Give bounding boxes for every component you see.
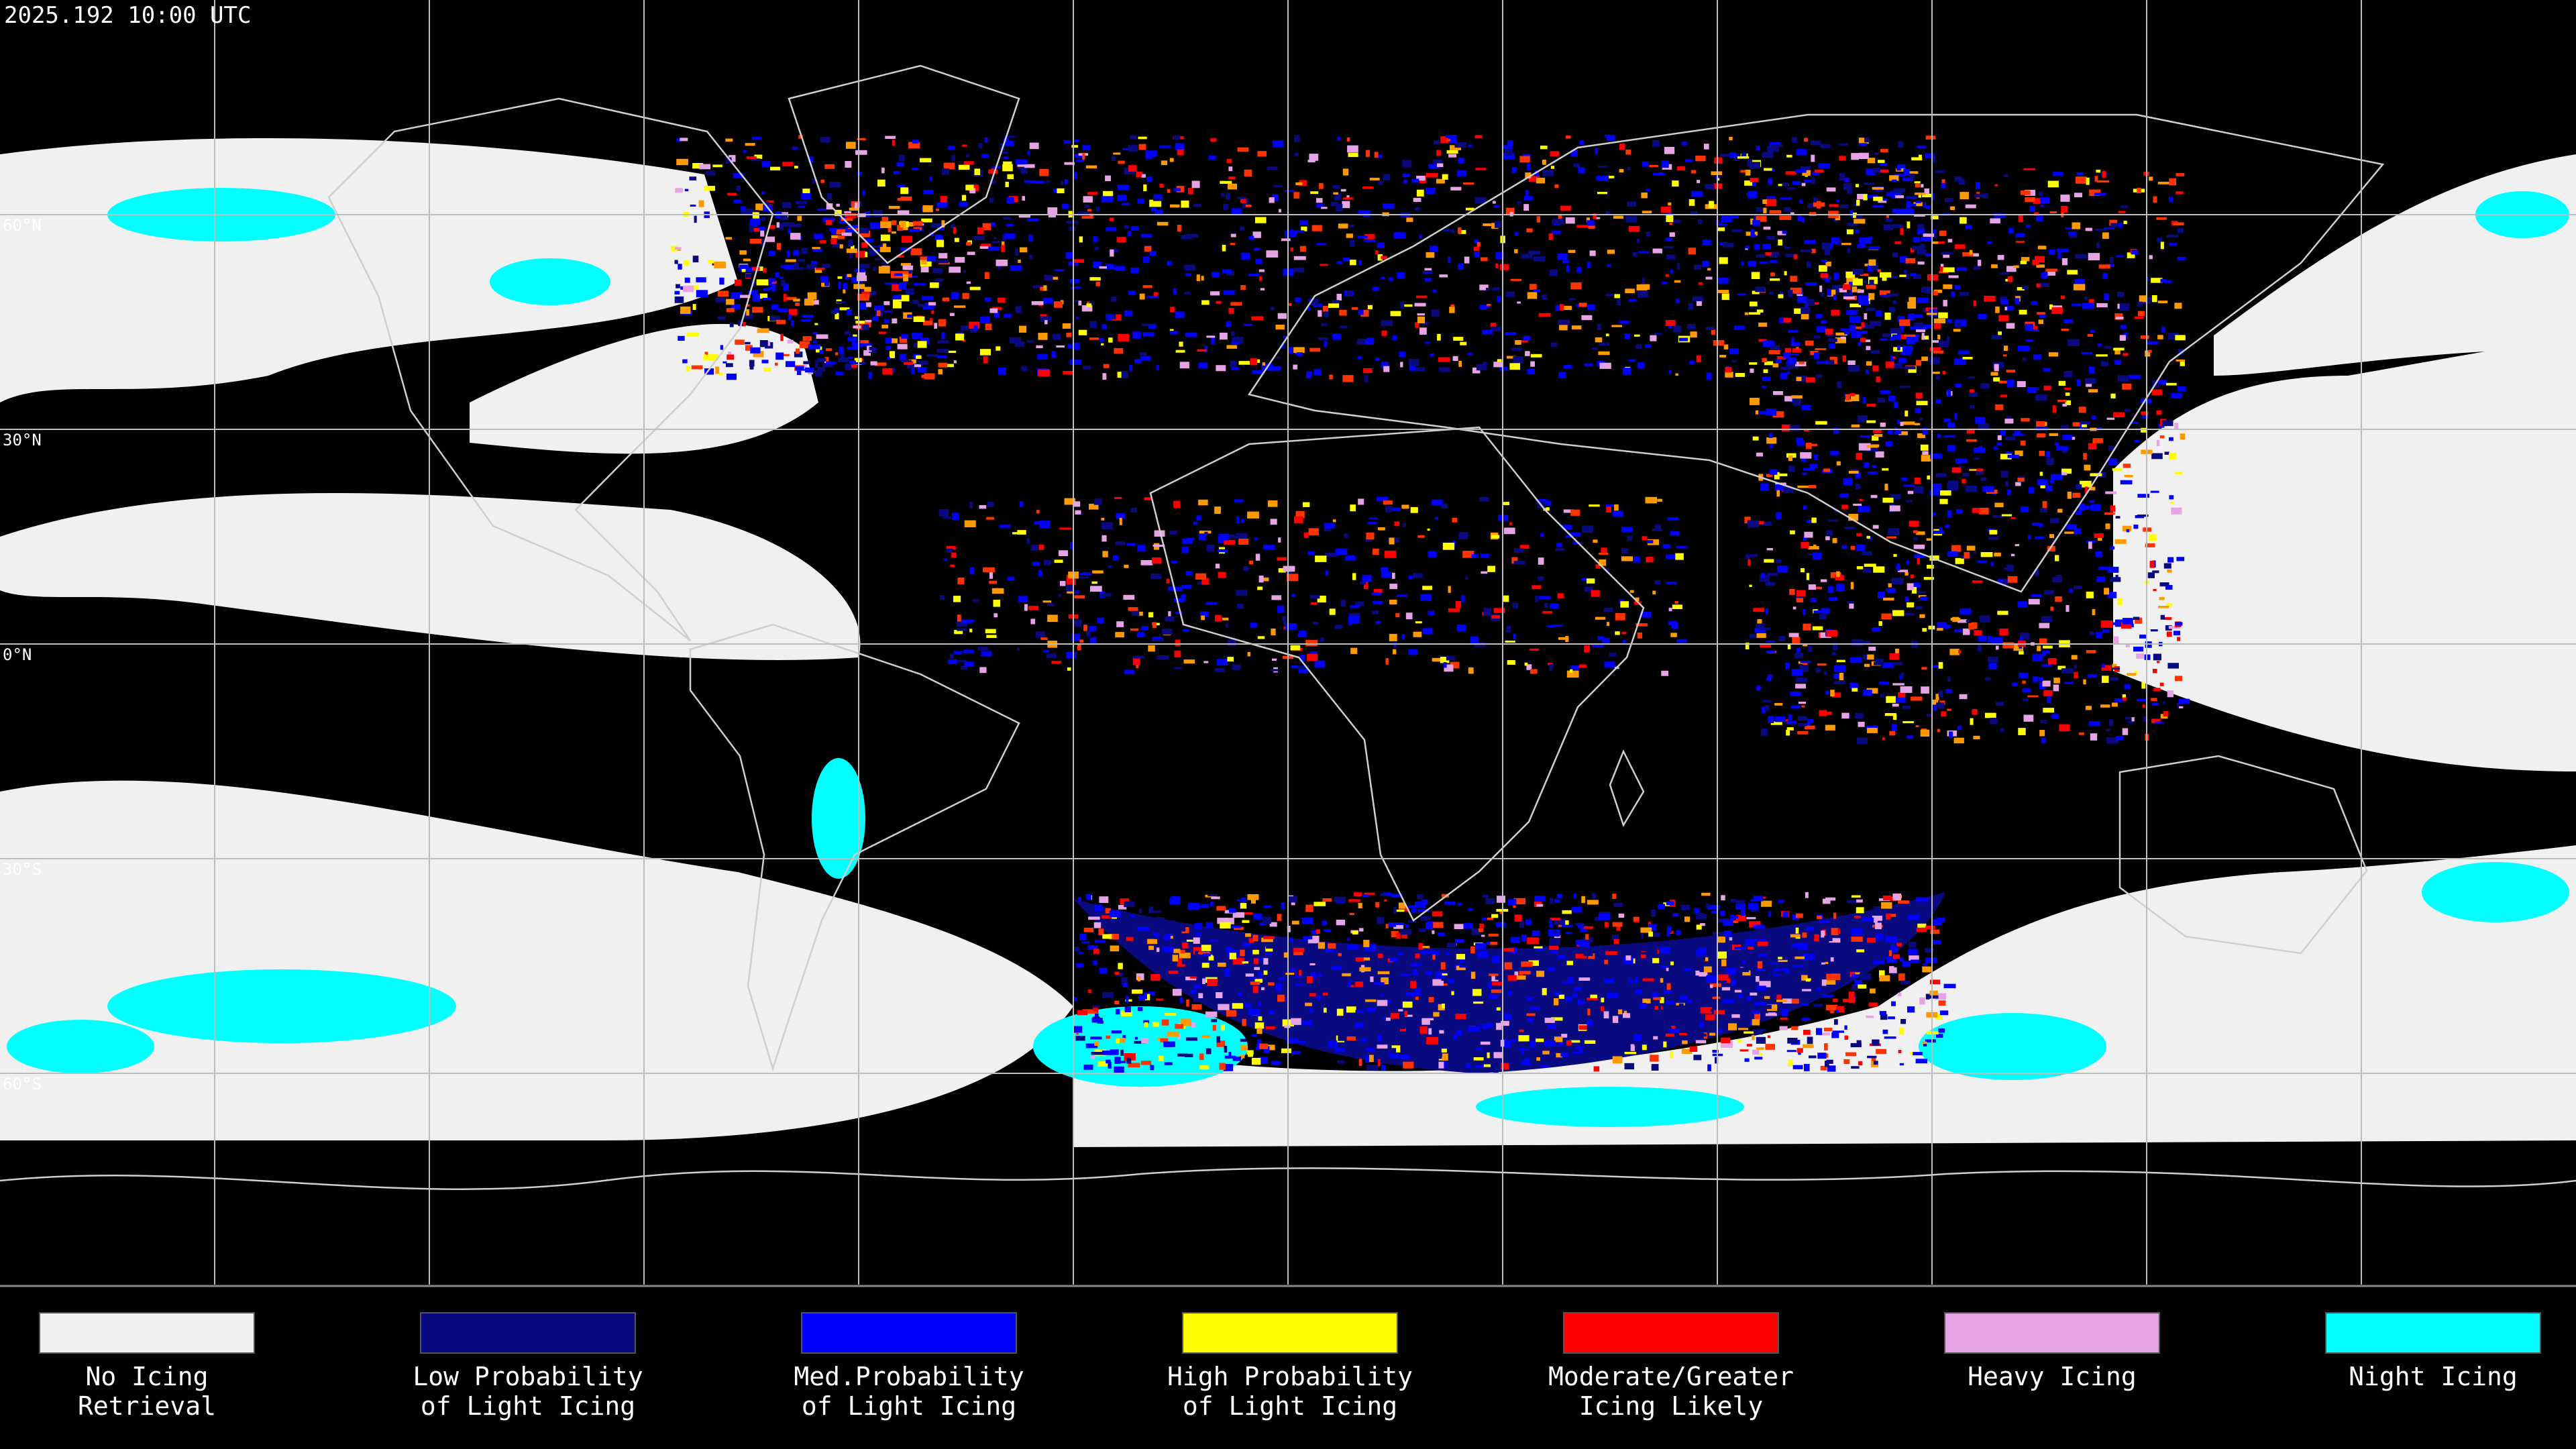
legend-label: Low Probability [413,1362,643,1391]
legend-swatch [1563,1312,1779,1354]
legend-label: of Light Icing [1183,1391,1397,1421]
legend-label: High Probability [1167,1362,1413,1391]
legend-swatch [420,1312,636,1354]
legend-label: Heavy Icing [1968,1362,2137,1391]
legend-swatch [1944,1312,2160,1354]
legend-label: Icing Likely [1579,1391,1764,1421]
legend-label: Moderate/Greater [1548,1362,1794,1391]
legend-label: Retrieval [78,1391,216,1421]
legend-label: Med.Probability [794,1362,1024,1391]
legend-label: No Icing [85,1362,208,1391]
legend-label: of Light Icing [802,1391,1016,1421]
legend-swatch [39,1312,255,1354]
timestamp: 2025.192 10:00 UTC [4,2,251,29]
lat-label: 60°N [3,216,42,235]
lat-label: 30°N [3,431,42,449]
coastlines [0,64,2576,1190]
icing-field [671,134,2190,1073]
legend-label: Night Icing [2349,1362,2518,1391]
lat-label: 30°S [3,860,42,879]
legend-swatch [2325,1312,2541,1354]
legend-label: of Light Icing [421,1391,635,1421]
lat-label: 0°N [3,645,32,664]
lat-label: 60°S [3,1075,42,1093]
legend-swatch [1182,1312,1398,1354]
legend-swatch [801,1312,1017,1354]
graticule [0,0,2576,1285]
